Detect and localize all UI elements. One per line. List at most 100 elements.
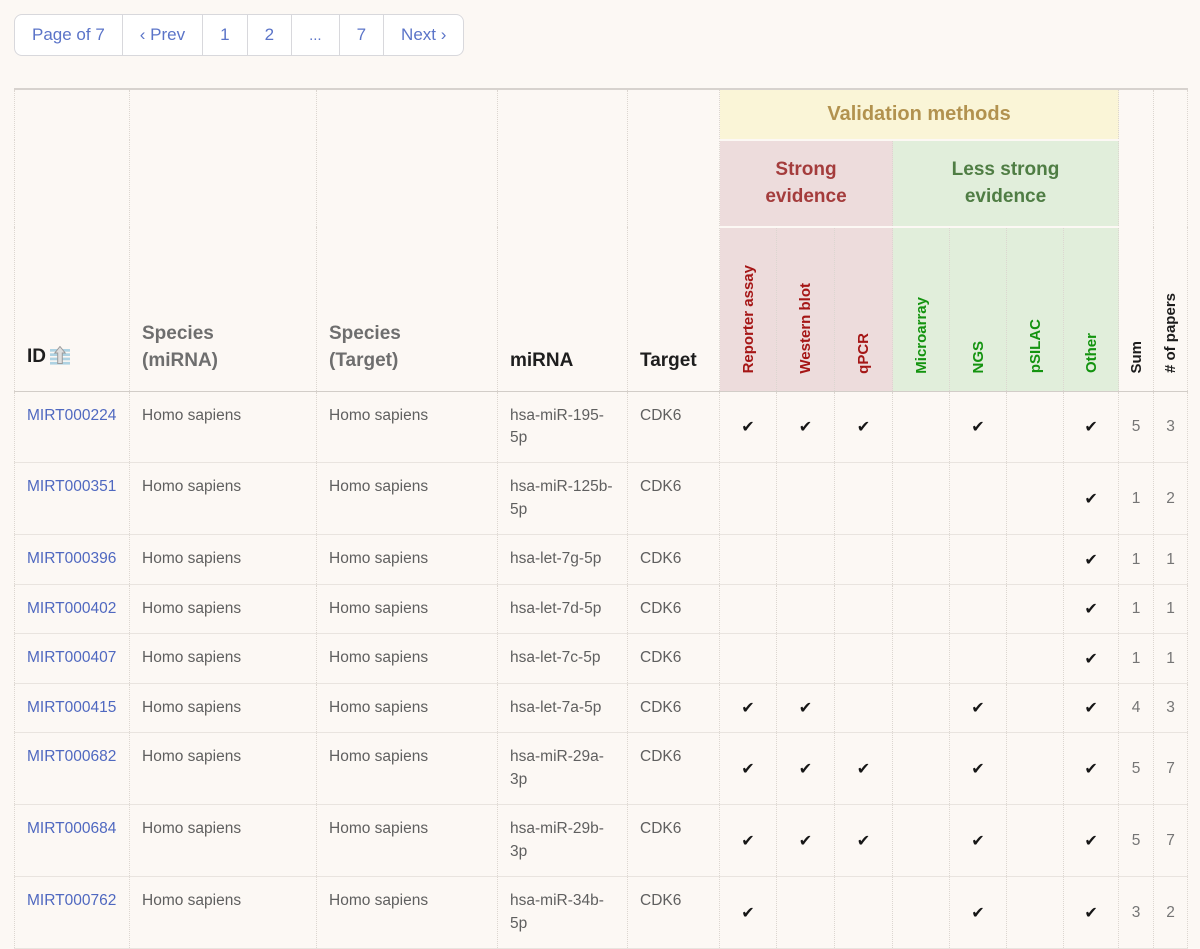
check-cell-psilac bbox=[1006, 876, 1064, 949]
header-row-groups: ID Species (miRNA) Species (Target) miRN bbox=[14, 88, 1189, 392]
psilac-label: pSILAC bbox=[1026, 319, 1044, 374]
strong-evidence-header: Strong evidence bbox=[719, 139, 893, 228]
page-button-1[interactable]: 1 bbox=[202, 15, 246, 55]
papers-cell: 1 bbox=[1153, 534, 1189, 585]
check-cell-qpcr bbox=[834, 682, 893, 734]
mirt-id-link[interactable]: MIRT000402 bbox=[27, 599, 117, 617]
mirt-id-link[interactable]: MIRT000396 bbox=[27, 550, 117, 568]
mirt-id-link[interactable]: MIRT000415 bbox=[27, 698, 117, 716]
mirt-id-cell: MIRT000415 bbox=[14, 682, 130, 734]
id-header-label: ID bbox=[27, 345, 46, 367]
page-button-7[interactable]: 7 bbox=[338, 15, 383, 55]
papers-cell: 1 bbox=[1153, 583, 1189, 635]
check-cell-ngs: ✔ bbox=[949, 876, 1007, 949]
table-row: MIRT000407 Homo sapiens Homo sapiens hsa… bbox=[14, 633, 1189, 684]
check-cell-other: ✔ bbox=[1062, 534, 1120, 585]
check-cell-qpcr bbox=[834, 876, 893, 949]
target-cell: CDK6 bbox=[627, 534, 720, 585]
species-target-cell: Homo sapiens bbox=[316, 732, 498, 806]
column-header-sum: Sum bbox=[1118, 88, 1155, 392]
check-cell-western-blot bbox=[776, 534, 835, 585]
species-target-cell: Homo sapiens bbox=[316, 876, 498, 949]
mirt-id-cell: MIRT000351 bbox=[14, 462, 130, 536]
mirt-id-cell: MIRT000682 bbox=[14, 732, 130, 806]
column-header-qpcr: qPCR bbox=[834, 226, 893, 392]
mirt-id-cell: MIRT000407 bbox=[14, 633, 130, 684]
mirt-id-link[interactable]: MIRT000351 bbox=[27, 478, 117, 496]
check-cell-microarray bbox=[892, 534, 950, 585]
mirt-id-link[interactable]: MIRT000407 bbox=[27, 649, 117, 667]
mirna-cell: hsa-let-7c-5p bbox=[497, 633, 628, 684]
table-row: MIRT000684 Homo sapiens Homo sapiens hsa… bbox=[14, 804, 1189, 878]
mirt-id-link[interactable]: MIRT000684 bbox=[27, 820, 117, 838]
check-cell-reporter-assay bbox=[719, 583, 777, 635]
check-cell-qpcr bbox=[834, 534, 893, 585]
pagination: Page of 7 ‹ Prev 1 2 ... 7 Next › bbox=[14, 14, 465, 56]
check-cell-psilac bbox=[1006, 804, 1064, 878]
reporter-assay-label: Reporter assay bbox=[739, 265, 757, 374]
check-cell-other: ✔ bbox=[1062, 462, 1120, 536]
target-cell: CDK6 bbox=[627, 633, 720, 684]
column-header-western-blot: Western blot bbox=[776, 226, 835, 392]
check-cell-reporter-assay: ✔ bbox=[719, 804, 777, 878]
column-header-ngs: NGS bbox=[949, 226, 1007, 392]
check-cell-reporter-assay: ✔ bbox=[719, 876, 777, 949]
species-target-cell: Homo sapiens bbox=[316, 682, 498, 734]
target-header-label: Target bbox=[640, 349, 697, 371]
papers-cell: 3 bbox=[1153, 390, 1189, 464]
column-header-species-target: Species (Target) bbox=[316, 88, 498, 392]
mirt-id-link[interactable]: MIRT000224 bbox=[27, 406, 117, 424]
check-cell-ngs: ✔ bbox=[949, 732, 1007, 806]
header-row-methods: Reporter assay Western blot qPCR Microar… bbox=[15, 226, 1188, 392]
check-cell-other: ✔ bbox=[1062, 682, 1120, 734]
strong-evidence-label: Strong evidence bbox=[765, 158, 847, 207]
species-mirna-cell: Homo sapiens bbox=[129, 583, 317, 635]
check-cell-qpcr bbox=[834, 462, 893, 536]
mirna-cell: hsa-miR-34b-5p bbox=[497, 876, 628, 949]
column-header-psilac: pSILAC bbox=[1006, 226, 1064, 392]
mirt-id-link[interactable]: MIRT000682 bbox=[27, 748, 117, 766]
papers-cell: 7 bbox=[1153, 732, 1189, 806]
check-cell-microarray bbox=[892, 732, 950, 806]
species-mirna-cell: Homo sapiens bbox=[129, 462, 317, 536]
mirt-id-link[interactable]: MIRT000762 bbox=[27, 892, 117, 910]
page-button-2[interactable]: 2 bbox=[246, 15, 291, 55]
papers-cell: 2 bbox=[1153, 876, 1189, 949]
column-header-microarray: Microarray bbox=[892, 226, 950, 392]
column-header-id[interactable]: ID bbox=[14, 88, 130, 392]
next-button[interactable]: Next › bbox=[383, 15, 463, 55]
sum-cell: 5 bbox=[1118, 732, 1155, 806]
check-cell-western-blot: ✔ bbox=[776, 732, 835, 806]
check-cell-western-blot bbox=[776, 583, 835, 635]
check-cell-qpcr bbox=[834, 583, 893, 635]
table-row: MIRT000396 Homo sapiens Homo sapiens hsa… bbox=[14, 534, 1189, 585]
target-cell: CDK6 bbox=[627, 682, 720, 734]
species-mirna-cell: Homo sapiens bbox=[129, 876, 317, 949]
check-cell-reporter-assay bbox=[719, 462, 777, 536]
qpcr-label: qPCR bbox=[855, 332, 872, 374]
species-target-cell: Homo sapiens bbox=[316, 390, 498, 464]
mirna-cell: hsa-miR-125b-5p bbox=[497, 462, 628, 536]
check-cell-western-blot bbox=[776, 462, 835, 536]
table-row: MIRT000682 Homo sapiens Homo sapiens hsa… bbox=[14, 732, 1189, 806]
ngs-label: NGS bbox=[969, 340, 987, 374]
check-cell-western-blot: ✔ bbox=[776, 390, 835, 464]
papers-cell: 2 bbox=[1153, 462, 1189, 536]
mirna-cell: hsa-let-7d-5p bbox=[497, 583, 628, 635]
check-cell-reporter-assay: ✔ bbox=[719, 390, 777, 464]
check-cell-qpcr bbox=[834, 633, 893, 684]
mirt-id-cell: MIRT000762 bbox=[14, 876, 130, 949]
species-mirna-header-label: Species (miRNA) bbox=[142, 322, 218, 371]
species-target-cell: Homo sapiens bbox=[316, 583, 498, 635]
check-cell-ngs: ✔ bbox=[949, 682, 1007, 734]
microarray-label: Microarray bbox=[912, 296, 930, 374]
column-header-target: Target bbox=[627, 88, 720, 392]
check-cell-psilac bbox=[1006, 682, 1064, 734]
species-mirna-cell: Homo sapiens bbox=[129, 633, 317, 684]
check-cell-other: ✔ bbox=[1062, 390, 1120, 464]
page-ellipsis: ... bbox=[291, 15, 339, 55]
species-mirna-cell: Homo sapiens bbox=[129, 732, 317, 806]
prev-button[interactable]: ‹ Prev bbox=[121, 15, 202, 55]
target-cell: CDK6 bbox=[627, 804, 720, 878]
papers-header-label: # of papers bbox=[1162, 293, 1180, 374]
